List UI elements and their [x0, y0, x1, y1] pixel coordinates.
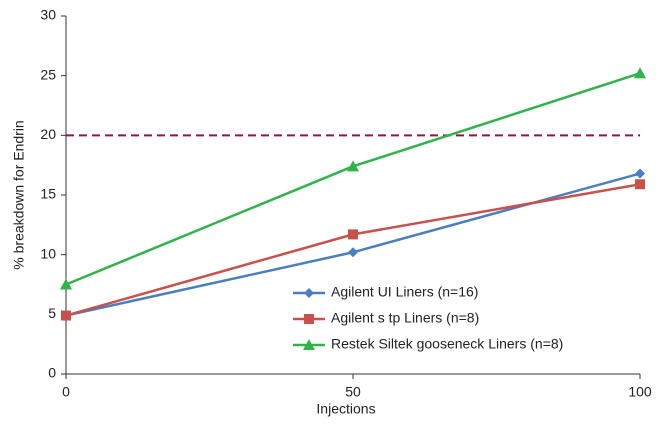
marker [635, 168, 645, 179]
x-tick-label: 50 [345, 384, 361, 400]
x-tick-label: 0 [62, 384, 70, 400]
y-tick-label: 15 [40, 186, 56, 202]
marker [635, 179, 645, 190]
y-axis-label: % breakdown for Endrin [11, 120, 27, 269]
marker [60, 278, 72, 290]
legend-label: Agilent UI Liners (n=16) [331, 284, 478, 300]
y-tick-label: 10 [40, 245, 56, 261]
x-axis-label: Injections [316, 401, 375, 417]
y-tick-label: 25 [40, 66, 56, 82]
legend-marker [304, 314, 314, 324]
y-tick-label: 20 [40, 126, 56, 142]
marker [347, 160, 359, 172]
marker [348, 247, 358, 258]
x-tick-label: 100 [628, 384, 652, 400]
y-tick-label: 0 [48, 365, 56, 381]
y-tick-label: 5 [48, 305, 56, 321]
legend-marker [304, 288, 314, 298]
legend-marker [303, 339, 315, 350]
y-tick-label: 30 [40, 7, 56, 23]
legend-label: Restek Siltek gooseneck Liners (n=8) [331, 336, 563, 352]
legend-label: Agilent s tp Liners (n=8) [331, 310, 479, 326]
marker [61, 310, 71, 321]
marker [634, 67, 646, 79]
marker [348, 229, 358, 240]
